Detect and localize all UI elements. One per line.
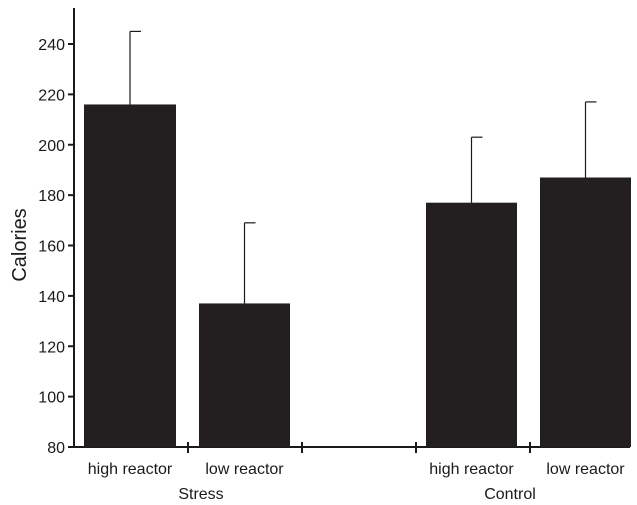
bar — [426, 202, 517, 447]
y-tick-label: 180 — [38, 188, 65, 205]
category-label: high reactor — [429, 461, 514, 478]
category-label: high reactor — [88, 461, 173, 478]
y-tick-label: 220 — [38, 87, 65, 104]
y-axis-title: Calories — [9, 208, 31, 281]
y-tick-label: 80 — [47, 440, 65, 457]
bar — [84, 104, 176, 447]
y-axis: 80 100 120 140 160 180 200 220 240 — [38, 8, 75, 457]
y-tick-label: 100 — [38, 390, 65, 407]
category-label: low reactor — [546, 461, 625, 478]
group-label: Control — [484, 486, 536, 503]
bar — [199, 303, 290, 447]
category-label: low reactor — [205, 461, 284, 478]
group-label: Stress — [178, 486, 223, 503]
bar — [540, 177, 631, 447]
y-tick-label: 120 — [38, 339, 65, 356]
y-tick-label: 240 — [38, 37, 65, 54]
y-tick-label: 140 — [38, 289, 65, 306]
y-tick-label: 200 — [38, 138, 65, 155]
y-tick-label: 160 — [38, 239, 65, 256]
